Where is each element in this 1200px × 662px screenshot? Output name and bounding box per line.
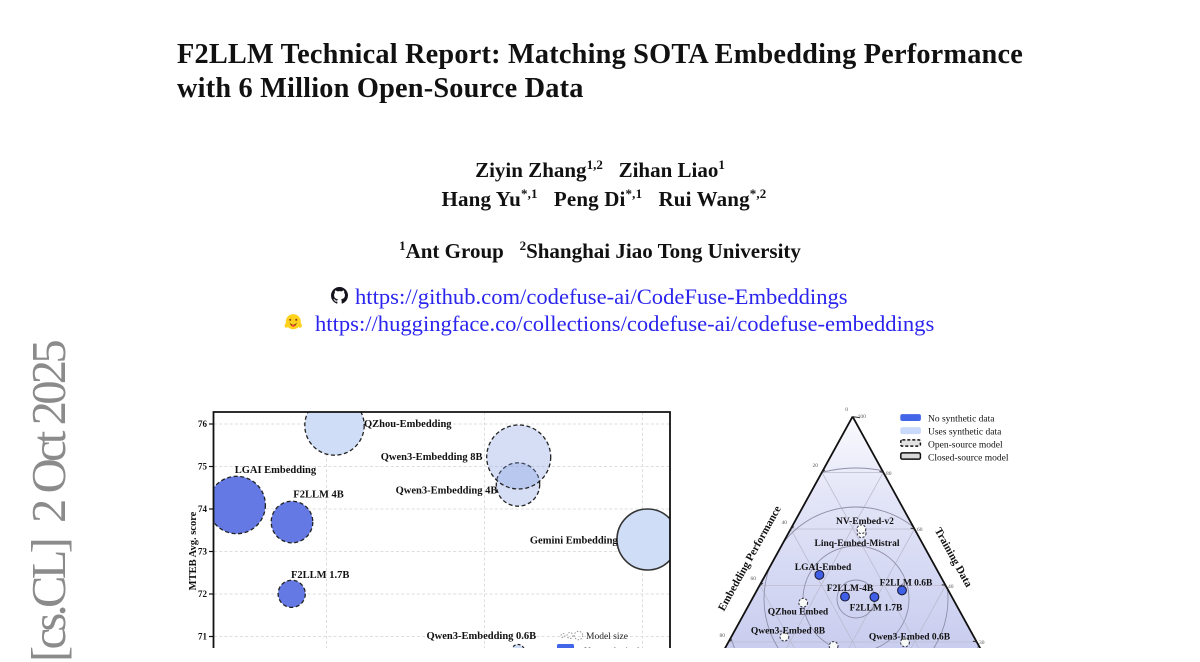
svg-text:60: 60 [917,527,923,533]
svg-text:30: 30 [979,640,985,646]
svg-text:Qwen3-Embed 0.6B: Qwen3-Embed 0.6B [869,633,951,643]
svg-text:LGAI-Embed: LGAI-Embed [795,563,852,573]
svg-text:No synthetic data: No synthetic data [928,415,995,425]
svg-text:72: 72 [198,589,208,599]
svg-text:NV-Embed-v2: NV-Embed-v2 [836,517,894,527]
svg-text:Qwen3-Embedding 4B: Qwen3-Embedding 4B [396,486,498,497]
svg-text:F2LLM 4B: F2LLM 4B [293,489,343,500]
svg-text:Qwen3-Embedding 8B: Qwen3-Embedding 8B [381,452,483,463]
svg-text:40: 40 [948,584,954,590]
svg-text:F2LLM-4B: F2LLM-4B [827,584,874,594]
svg-text:Qwen3-Embed 8B: Qwen3-Embed 8B [751,627,826,637]
svg-text:QZhou-Embedding: QZhou-Embedding [364,419,452,430]
svg-text:80: 80 [886,471,892,477]
svg-text:Qwen3-Embedding 0.6B: Qwen3-Embedding 0.6B [427,631,537,642]
svg-text:100: 100 [858,414,867,420]
svg-text:Model size: Model size [586,632,628,642]
svg-text:0: 0 [845,407,848,413]
svg-text:LGAI Embedding: LGAI Embedding [235,465,317,476]
svg-text:80: 80 [720,633,726,639]
svg-text:73: 73 [198,547,208,557]
svg-text:75: 75 [198,462,208,472]
svg-text:MTEB Avg. score: MTEB Avg. score [188,511,199,590]
svg-text:Closed-source model: Closed-source model [928,453,1009,463]
svg-text:F2LLM 1.7B: F2LLM 1.7B [291,570,349,581]
svg-text:76: 76 [198,419,208,429]
svg-text:Linq-Embed-Mistral: Linq-Embed-Mistral [815,539,900,549]
svg-text:Gemini Embedding: Gemini Embedding [530,536,619,547]
svg-text:74: 74 [198,504,208,514]
svg-text:Uses synthetic data: Uses synthetic data [928,428,1002,438]
svg-text:60: 60 [751,576,757,582]
svg-text:F2LLM 1.7B: F2LLM 1.7B [850,604,903,614]
svg-text:40: 40 [782,520,788,526]
svg-text:QZhou Embed: QZhou Embed [768,608,829,618]
svg-text:Open-source model: Open-source model [928,440,1003,450]
svg-text:20: 20 [813,463,819,469]
svg-text:F2LLM 0.6B: F2LLM 0.6B [880,579,933,589]
svg-text:71: 71 [198,632,208,642]
